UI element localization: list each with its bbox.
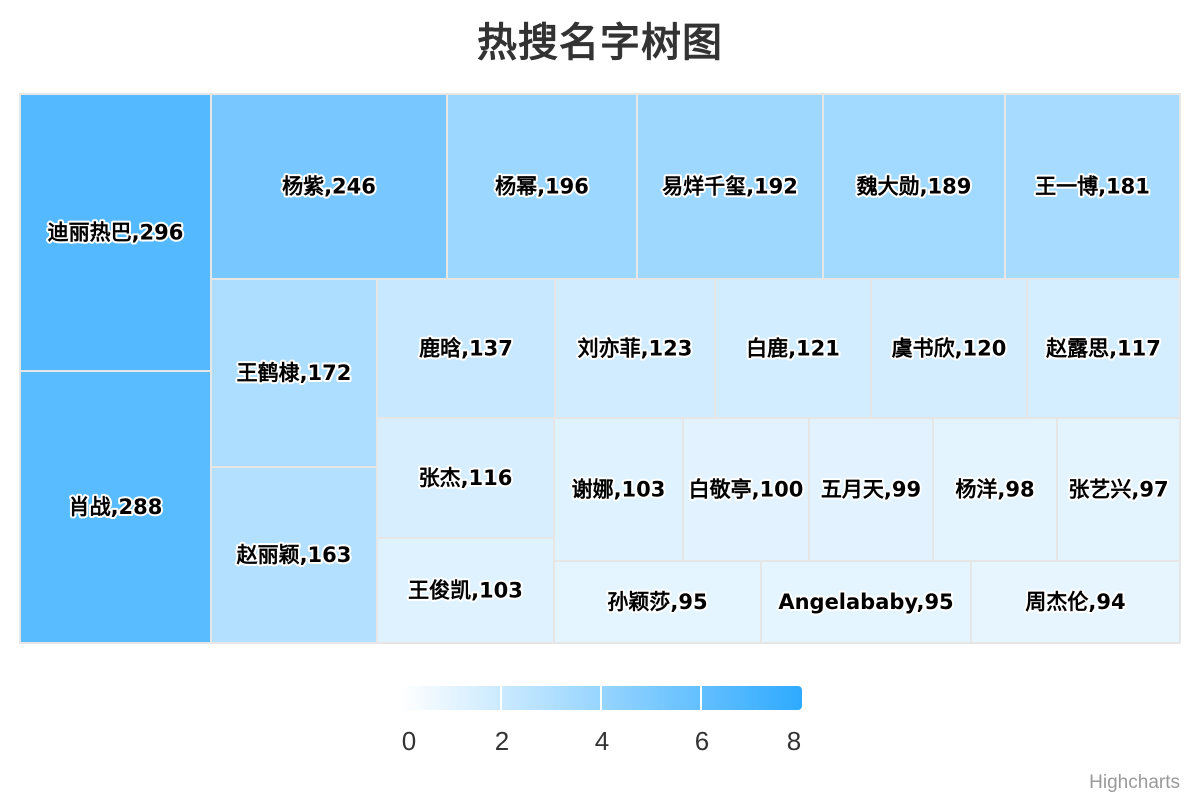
- treemap-cell-label: 虞书欣,120: [892, 337, 1007, 361]
- treemap-cell-label: Angelababy,95: [778, 590, 953, 614]
- treemap-cell-label: 杨紫,246: [282, 175, 376, 199]
- treemap-cell-label: 易烊千玺,192: [662, 175, 798, 199]
- color-axis-tick-label: 0: [402, 726, 416, 756]
- treemap-cell-label: 肖战,288: [69, 495, 163, 519]
- treemap-cell-label: 王俊凯,103: [408, 579, 523, 603]
- treemap-cell[interactable]: [19, 93, 212, 372]
- treemap-cell[interactable]: [1004, 93, 1181, 280]
- color-axis-legend: 0 2 4 6 8: [401, 686, 802, 756]
- treemap-cell-label: 王鹤棣,172: [237, 361, 352, 385]
- treemap-cell[interactable]: [553, 417, 684, 562]
- treemap-cell-label: 杨幂,196: [495, 175, 589, 199]
- treemap-cell-label: 鹿晗,137: [419, 337, 513, 361]
- treemap-cell-label: 刘亦菲,123: [578, 337, 693, 361]
- treemap-cell[interactable]: [1056, 417, 1181, 562]
- treemap-cell[interactable]: [376, 537, 555, 644]
- treemap-cell[interactable]: [446, 93, 638, 280]
- chart-title: 热搜名字树图: [477, 20, 723, 66]
- treemap-cell-label: 周杰伦,94: [1025, 590, 1125, 614]
- treemap-cell-label: 迪丽热巴,296: [48, 221, 184, 245]
- treemap-cell-label: 孙颖莎,95: [607, 590, 707, 614]
- treemap-cell[interactable]: [714, 278, 872, 419]
- treemap-labels: 迪丽热巴,296 肖战,288 杨紫,246 杨幂,196 易烊千玺,192 魏大勋,18…: [46, 173, 1171, 617]
- treemap-cell[interactable]: [870, 278, 1028, 419]
- color-axis-tick-label: 4: [595, 726, 609, 756]
- treemap-cell[interactable]: [808, 417, 934, 562]
- treemap-cell-label: 白鹿,121: [746, 337, 840, 361]
- treemap-cell[interactable]: [682, 417, 810, 562]
- treemap-cell[interactable]: [553, 560, 762, 644]
- treemap-cell[interactable]: [376, 278, 556, 419]
- treemap-cell[interactable]: [1026, 278, 1181, 419]
- treemap-cell-label: 赵丽颖,163: [236, 543, 352, 567]
- color-axis-tick-label: 2: [495, 726, 509, 756]
- treemap-cell-label: 杨洋,98: [955, 478, 1034, 502]
- treemap-cell[interactable]: [210, 466, 378, 644]
- treemap-cell[interactable]: [210, 278, 378, 468]
- treemap-cell-label: 魏大勋,189: [856, 175, 972, 199]
- treemap-cell-label: 张艺兴,97: [1068, 478, 1168, 502]
- color-axis-tick-label: 6: [695, 726, 709, 756]
- treemap-cell-label: 王一博,181: [1035, 175, 1150, 199]
- treemap-cell[interactable]: [19, 370, 212, 644]
- color-axis-tick-label: 8: [787, 726, 801, 756]
- treemap-cell-label: 张杰,116: [419, 466, 513, 490]
- treemap-cell[interactable]: [760, 560, 972, 644]
- treemap-cell-label: 白敬亭,100: [689, 478, 804, 502]
- treemap-cell-label: 赵露思,117: [1045, 337, 1161, 361]
- treemap-cell[interactable]: [376, 417, 555, 539]
- treemap-cell[interactable]: [932, 417, 1058, 562]
- credits-link[interactable]: Highcharts: [1089, 772, 1180, 793]
- treemap-cell[interactable]: [210, 93, 448, 280]
- treemap-cell[interactable]: [970, 560, 1181, 644]
- treemap-cell-label: 谢娜,103: [572, 478, 666, 502]
- treemap-cell-label: 五月天,99: [821, 478, 921, 502]
- treemap-cells: [19, 93, 1181, 644]
